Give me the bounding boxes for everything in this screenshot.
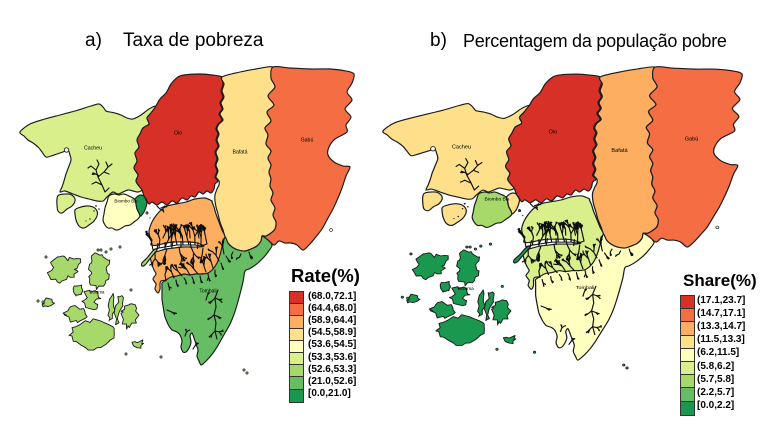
svg-text:Tombali: Tombali (199, 289, 216, 295)
svg-text:Gabú: Gabú (685, 137, 699, 143)
svg-text:Oio: Oio (174, 131, 182, 137)
svg-text:Bafatá: Bafatá (611, 148, 627, 154)
svg-text:Cacheu: Cacheu (84, 146, 102, 152)
svg-text:Bolama: Bolama (90, 290, 105, 295)
svg-text:Tombali: Tombali (576, 285, 594, 291)
svg-text:Biombo Bis: Biombo Bis (484, 197, 510, 203)
svg-text:Bafatá: Bafatá (233, 150, 248, 156)
svg-text:Bolama: Bolama (458, 286, 474, 291)
svg-text:Oio: Oio (549, 130, 558, 136)
svg-text:Gabú: Gabú (301, 138, 314, 144)
svg-text:Cacheu: Cacheu (452, 144, 471, 150)
svg-text:Biombo Bis: Biombo Bis (114, 199, 138, 204)
